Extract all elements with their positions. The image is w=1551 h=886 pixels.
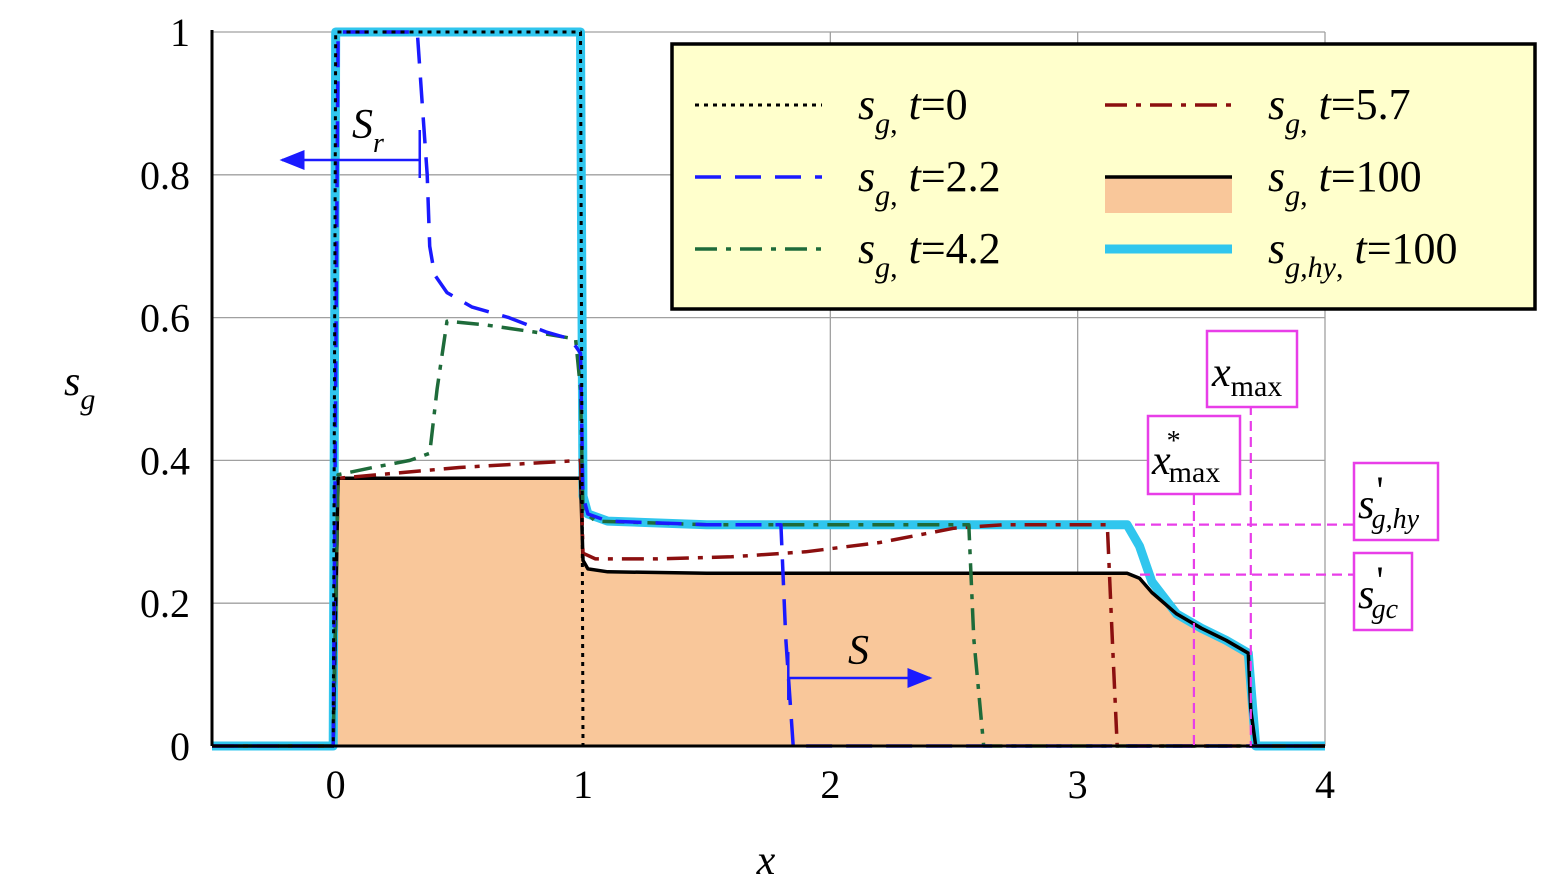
- x-max-star-label: x* max: [1151, 426, 1220, 489]
- x-tick-label-0: 0: [326, 762, 346, 807]
- x-tick-label-4: 4: [1315, 762, 1335, 807]
- y-tick-label-5: 1: [170, 10, 190, 55]
- legend-swatch-fill-4: [1105, 177, 1232, 213]
- s-label: S: [848, 628, 869, 674]
- y-tick-label-1: 0.2: [140, 581, 190, 626]
- series-lines: [212, 27, 1325, 751]
- y-tick-label-0: 0: [170, 724, 190, 769]
- tick-labels: 0 1 2 3 4 0 0.2 0.4 0.6 0.8 1 x sg: [64, 10, 1335, 884]
- x-tick-label-2: 2: [820, 762, 840, 807]
- sgc-prime-label: s' gc: [1358, 558, 1399, 625]
- legend-label-0: sg, t=0: [858, 80, 968, 140]
- sg-hy-prime-box: [1352, 461, 1440, 542]
- x-axis-label: x: [756, 838, 776, 884]
- sg-hy-prime-label: s' g,hy: [1358, 468, 1420, 535]
- x-tick-label-1: 1: [573, 762, 593, 807]
- y-tick-label-3: 0.6: [140, 296, 190, 341]
- area-fills: [212, 478, 1325, 746]
- sgc-prime-box: [1352, 551, 1414, 632]
- area-fill-4: [212, 478, 1325, 746]
- y-axis-label: sg: [64, 359, 95, 416]
- x-max-star-box: [1146, 414, 1242, 496]
- legend-label-5: sg,hy, t=100: [1268, 224, 1458, 284]
- sr-label: Sr: [352, 102, 384, 159]
- x-max-label: xmax: [1211, 350, 1282, 403]
- series-line-3: [212, 458, 1325, 748]
- legend: sg, t=0 sg, t=2.2 sg, t=4.2 sg, t=5.7 sg, t=…: [670, 42, 1537, 311]
- y-tick-label-4: 0.8: [140, 153, 190, 198]
- axes: [210, 30, 1325, 748]
- y-tick-label-2: 0.4: [140, 438, 190, 483]
- legend-label-1: sg, t=2.2: [858, 152, 1001, 212]
- legend-label-2: sg, t=4.2: [858, 224, 1001, 284]
- legend-label-3: sg, t=5.7: [1268, 80, 1411, 140]
- x-tick-label-3: 3: [1068, 762, 1088, 807]
- series-line-1: [212, 30, 1325, 748]
- x-max-box: [1205, 329, 1299, 409]
- legend-label-4: sg, t=100: [1268, 152, 1422, 212]
